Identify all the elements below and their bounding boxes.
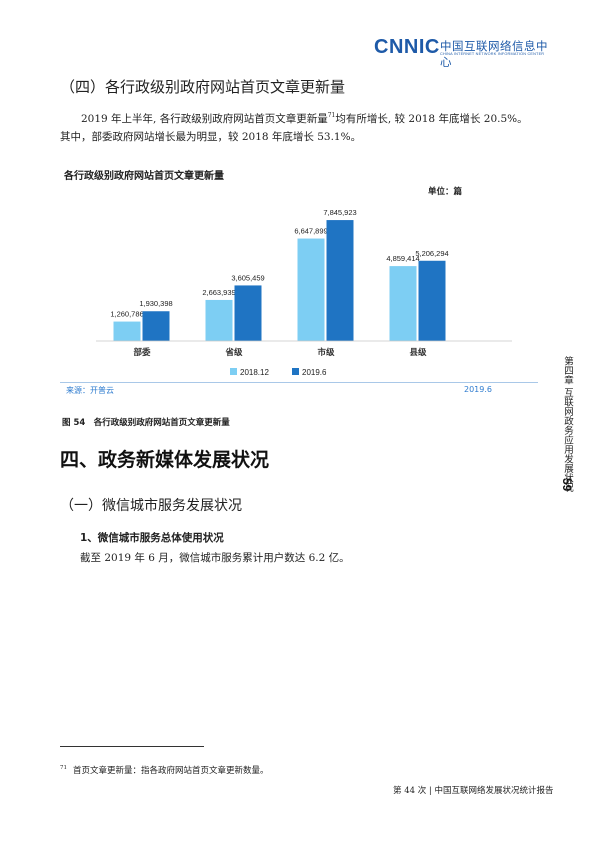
chart-title: 各行政级别政府网站首页文章更新量 (64, 171, 224, 182)
chart-unit-label: 单位：篇 (428, 187, 463, 197)
bar-chart: 1,260,786 1,930,398 2,663,939 3,605,459 6,64… (96, 208, 512, 377)
side-chapter-tab: 第四章 互联网政务应用发展状况 59 (552, 356, 582, 496)
bar-2019-6-1 (234, 285, 262, 341)
chart-source: 来源：开普云 (66, 386, 114, 395)
legend-label: 2019.6 (302, 368, 327, 377)
paragraph-update-growth: 2019 年上半年, 各行政级别政府网站首页文章更新量71均有所增长, 较 20… (60, 108, 540, 127)
section-heading-4: （四）各行政级别政府网站首页文章更新量 (60, 78, 346, 96)
footnote-ref: 71 (327, 112, 336, 119)
paragraph-ministry-growth: 其中，部委政府网站增长最为明显，较 2018 年底增长 53.1%。 (60, 131, 362, 143)
logo-wordmark: CNNIC (374, 36, 440, 58)
bar-group: 1,260,786 1,930,398 2,663,939 3,605,459 6,64… (110, 208, 449, 341)
bar-2018-12-2 (297, 238, 325, 341)
x-tick-label: 省级 (224, 347, 243, 357)
x-tick-label: 县级 (409, 347, 427, 357)
bar-value-label: 4,859,414 (386, 254, 419, 263)
bar-value-label: 6,647,899 (294, 227, 327, 236)
footnote-number: 71 (60, 765, 67, 771)
chart-date: 2019.6 (464, 385, 492, 394)
subsubsection-title: 1、微信城市服务总体使用状况 (80, 532, 224, 544)
page-footer: 第 44 次 | 中国互联网络发展状况统计报告 (393, 786, 554, 796)
side-page-number: 59 (560, 478, 574, 492)
subsection-title: （一）微信城市服务发展状况 (60, 498, 242, 514)
bar-2019-6-2 (326, 220, 354, 341)
bar-2018-12-1 (205, 299, 233, 341)
legend-swatch (292, 368, 299, 375)
bar-2018-12-3 (389, 266, 417, 341)
chart-legend: 2018.12 2019.6 (230, 368, 327, 377)
paragraph-wechat-users: 截至 2019 年 6 月，微信城市服务累计用户数达 6.2 亿。 (80, 552, 350, 564)
bar-2019-6-0 (142, 311, 170, 341)
figure-caption: 图 54 各行政级别政府网站首页文章更新量 (62, 418, 230, 428)
x-axis-labels: 部委 省级 市级 县级 (133, 347, 427, 357)
section-title: 四、政务新媒体发展状况 (60, 449, 270, 471)
footnote-divider (60, 746, 204, 747)
footnote: 71 首页文章更新量：指各政府网站首页文章更新数量。 (60, 764, 269, 776)
bar-value-label: 1,930,398 (139, 299, 172, 308)
bar-2019-6-3 (418, 260, 446, 341)
bar-value-label: 7,845,923 (323, 208, 356, 217)
bar-value-label: 1,260,786 (110, 310, 143, 319)
side-chapter-title: 第四章 互联网政务应用发展状况 (562, 356, 573, 493)
legend-label: 2018.12 (240, 368, 269, 377)
x-tick-label: 部委 (133, 347, 151, 357)
bar-value-label: 5,206,294 (415, 249, 448, 258)
paragraph-text-a: 2019 年上半年, 各行政级别政府网站首页文章更新量 (81, 113, 328, 125)
footnote-text: 首页文章更新量：指各政府网站首页文章更新数量。 (73, 766, 269, 776)
paragraph-text-b: 均有所增长, 较 2018 年底增长 20.5%。 (335, 113, 528, 125)
logo-chinese-name: 中国互联网络信息中心 (440, 39, 548, 69)
logo-english-name: CHINA INTERNET NETWORK INFORMATION CENTE… (440, 52, 545, 56)
bar-value-label: 2,663,939 (202, 288, 235, 297)
legend-swatch (230, 368, 237, 375)
source-divider (60, 382, 538, 383)
x-tick-label: 市级 (317, 347, 335, 357)
bar-2018-12-0 (113, 321, 141, 341)
cnnic-logo: CNNIC 中国互联网络信息中心 CHINA INTERNET NETWORK … (374, 36, 550, 69)
bar-value-label: 3,605,459 (231, 273, 264, 282)
